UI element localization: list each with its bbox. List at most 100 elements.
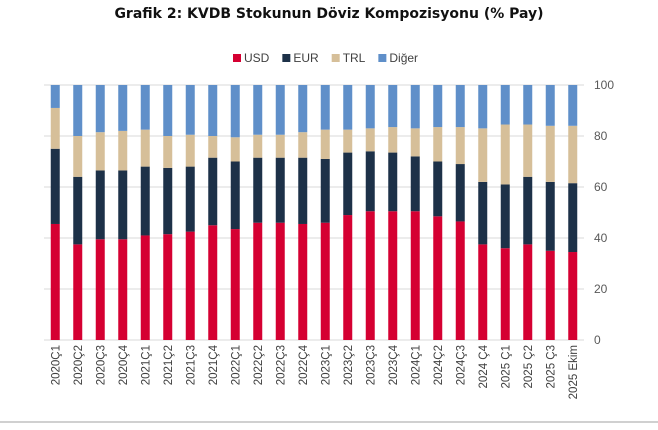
bar-segment-usd xyxy=(568,252,578,340)
x-tick-label: 2023Ç4 xyxy=(388,344,400,385)
bar-segment-eur xyxy=(455,164,465,222)
legend-swatch xyxy=(378,54,387,62)
x-tick-label: 2024Ç2 xyxy=(433,345,445,385)
bar-segment-eur xyxy=(568,183,578,253)
bar-segment-trl xyxy=(433,127,443,162)
bar-segment-usd xyxy=(50,223,60,340)
x-tick-label: 2024Ç1 xyxy=(410,345,422,385)
legend-label: USD xyxy=(244,51,270,65)
bar-segment-diğer xyxy=(230,85,240,138)
bar-segment-trl xyxy=(365,128,375,152)
x-tick-label: 2025 Ç1 xyxy=(500,345,512,388)
bar-segment-diğer xyxy=(545,85,555,126)
bar-segment-usd xyxy=(433,216,443,340)
bar-segment-usd xyxy=(73,244,83,340)
bar-segment-eur xyxy=(500,184,510,249)
bar-segment-usd xyxy=(410,211,420,340)
bar-segment-diğer xyxy=(185,85,195,135)
bar-segment-trl xyxy=(118,130,128,171)
bar-segment-usd xyxy=(253,222,263,340)
bar-segment-trl xyxy=(73,136,83,177)
bar-segment-diğer xyxy=(433,85,443,128)
y-tick-label: 40 xyxy=(594,231,608,245)
bar-segment-diğer xyxy=(523,85,533,125)
bar-segment-eur xyxy=(523,176,533,245)
bar-segment-trl xyxy=(95,132,105,171)
legend-swatch xyxy=(331,54,340,62)
bar-segment-usd xyxy=(230,229,240,340)
bar-segment-trl xyxy=(253,134,263,158)
bar-segment-eur xyxy=(275,157,285,223)
bar-segment-trl xyxy=(185,134,195,167)
x-tick-label: 2024Ç3 xyxy=(455,345,467,385)
bar-segment-trl xyxy=(410,128,420,157)
bar-segment-trl xyxy=(50,107,60,149)
x-tick-label: 2025 Ekim xyxy=(568,345,580,399)
x-tick-label: 2020Ç4 xyxy=(118,344,130,385)
x-tick-label: 2022Ç2 xyxy=(253,345,265,385)
bar-segment-eur xyxy=(343,152,353,216)
x-tick-label: 2025 Ç3 xyxy=(545,345,557,388)
legend-label: TRL xyxy=(343,51,366,65)
bar-segment-trl xyxy=(230,137,240,162)
x-tick-label: 2021Ç3 xyxy=(185,345,197,385)
x-tick-label: 2023Ç3 xyxy=(365,345,377,385)
bar-segment-eur xyxy=(478,181,488,245)
bar-segment-diğer xyxy=(478,85,488,129)
bar-segment-usd xyxy=(185,231,195,340)
bar-segment-trl xyxy=(275,134,285,158)
x-tick-label: 2024 Ç4 xyxy=(478,344,490,388)
bar-segment-eur xyxy=(95,170,105,240)
bar-segment-usd xyxy=(298,223,308,340)
bar-segment-eur xyxy=(410,156,420,212)
x-tick-label: 2020Ç1 xyxy=(50,345,62,385)
bar-segment-usd xyxy=(163,234,173,340)
bar-segment-diğer xyxy=(320,85,330,130)
bar-segment-diğer xyxy=(388,85,398,128)
bar-segment-diğer xyxy=(500,85,510,125)
bar-segment-diğer xyxy=(140,85,150,130)
bar-segment-usd xyxy=(365,211,375,340)
x-tick-label: 2021Ç2 xyxy=(163,345,175,385)
bar-segment-usd xyxy=(523,244,533,340)
bar-segment-eur xyxy=(140,166,150,236)
y-tick-label: 20 xyxy=(594,282,608,296)
bar-segment-usd xyxy=(545,250,555,340)
y-tick-label: 100 xyxy=(594,78,614,92)
bar-segment-diğer xyxy=(118,85,128,131)
bar-segment-diğer xyxy=(365,85,375,129)
x-tick-label: 2023Ç1 xyxy=(320,345,332,385)
bar-segment-eur xyxy=(185,166,195,232)
bar-segment-trl xyxy=(478,128,488,182)
legend-label: Diğer xyxy=(389,51,418,65)
bar-segment-trl xyxy=(568,125,578,184)
bar-segment-trl xyxy=(163,136,173,168)
x-tick-label: 2020Ç2 xyxy=(73,345,85,385)
bar-segment-usd xyxy=(320,222,330,340)
bar-segment-diğer xyxy=(253,85,263,135)
bar-segment-trl xyxy=(298,132,308,158)
bar-segment-trl xyxy=(523,124,533,177)
bar-segment-usd xyxy=(343,215,353,340)
bar-segment-diğer xyxy=(568,85,578,126)
bar-segment-eur xyxy=(320,158,330,223)
y-tick-label: 60 xyxy=(594,180,608,194)
x-tick-label: 2025 Ç2 xyxy=(523,345,535,388)
bar-segment-usd xyxy=(118,239,128,340)
bar-segment-trl xyxy=(388,127,398,153)
bar-segment-usd xyxy=(140,235,150,340)
x-tick-label: 2020Ç3 xyxy=(95,345,107,385)
legend-swatch xyxy=(282,54,291,62)
bar-segment-usd xyxy=(95,239,105,340)
bar-segment-eur xyxy=(365,151,375,212)
bar-segment-diğer xyxy=(50,85,60,108)
bar-segment-eur xyxy=(230,161,240,230)
bar-segment-usd xyxy=(275,222,285,340)
bar-segment-eur xyxy=(433,161,443,217)
bar-segment-trl xyxy=(208,136,218,158)
bar-segment-eur xyxy=(50,148,60,224)
bar-segment-diğer xyxy=(455,85,465,128)
x-tick-label: 2021Ç4 xyxy=(208,344,220,385)
bar-segment-diğer xyxy=(95,85,105,133)
